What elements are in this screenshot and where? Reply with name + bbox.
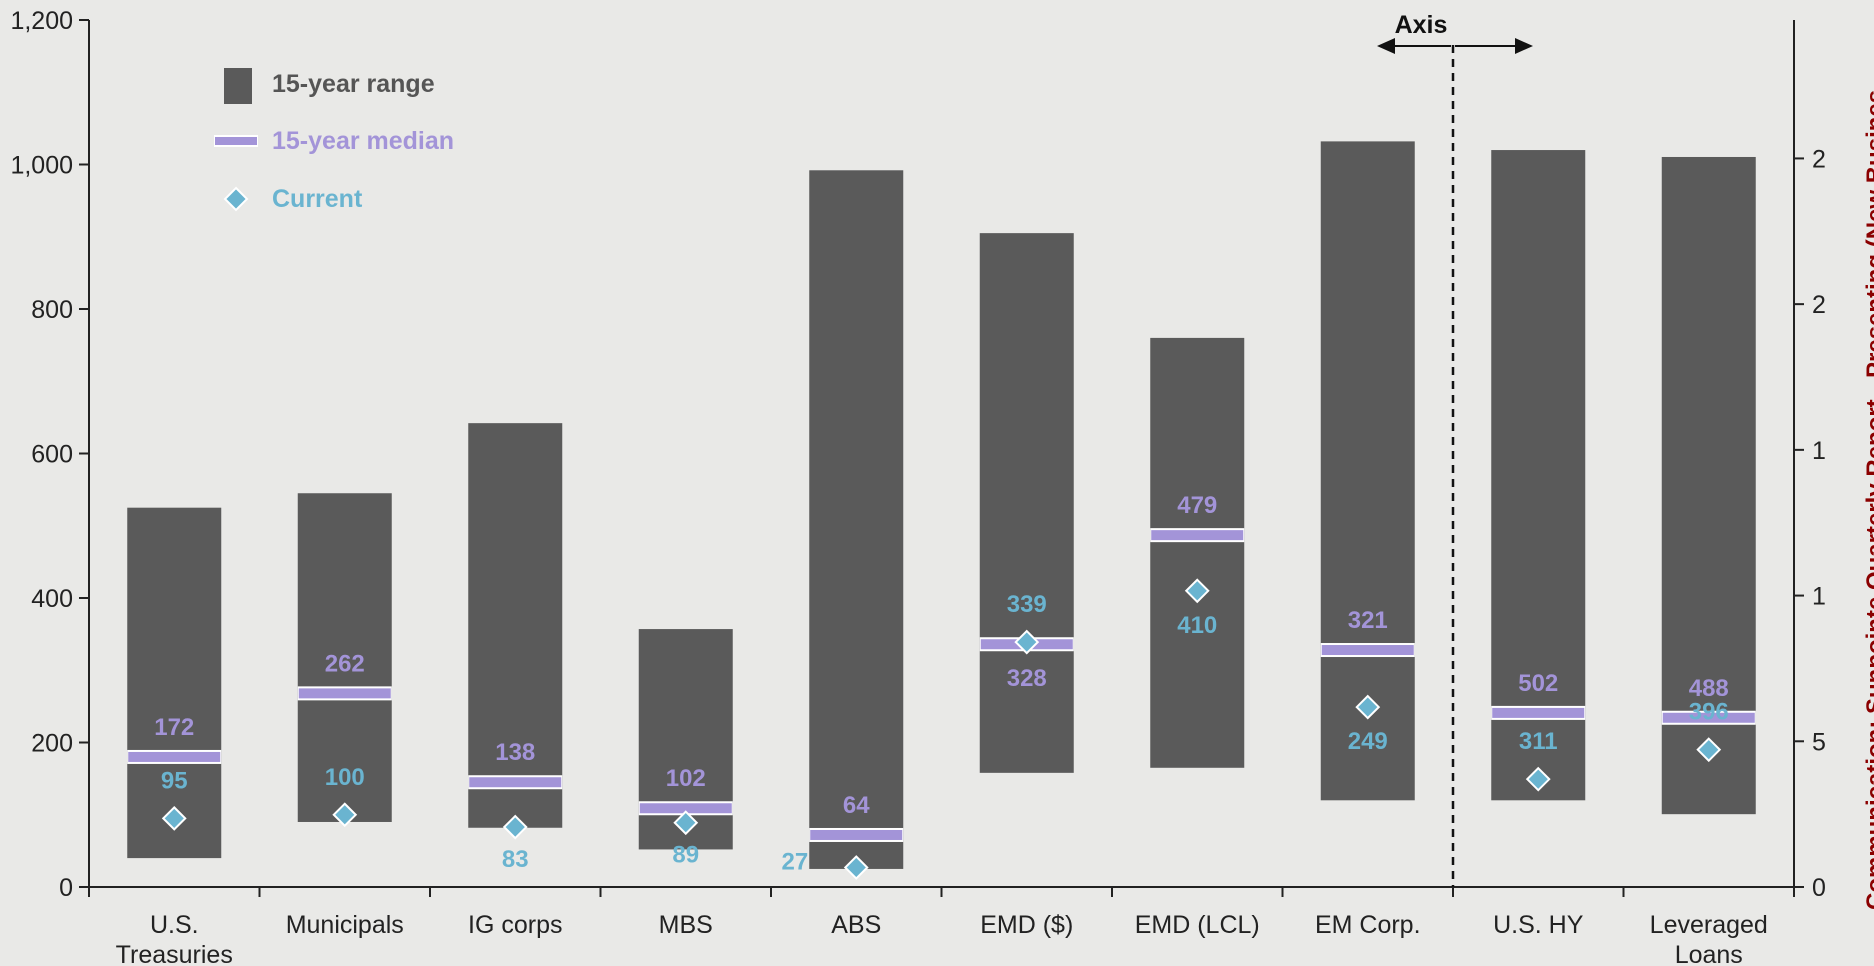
category-label: Municipals: [286, 911, 404, 939]
left-tick-label: 400: [31, 585, 73, 613]
category-label: EMD (LCL): [1135, 911, 1260, 939]
legend-range-swatch: [224, 68, 252, 104]
current-value-label: 89: [672, 842, 699, 869]
axis-annotation-label: Axis: [1395, 11, 1448, 39]
left-tick-label: 200: [31, 730, 73, 758]
axis-arrow-right-head: [1515, 38, 1533, 54]
category-label: EMD ($): [980, 911, 1073, 939]
range-bar: [468, 423, 563, 828]
current-value-label: 95: [161, 767, 188, 794]
right-tick-label: 0: [1812, 874, 1826, 902]
legend-current-swatch: [223, 186, 249, 212]
right-tick-label: 1: [1812, 437, 1826, 465]
current-value-label: 410: [1177, 612, 1217, 639]
median-mark: [298, 688, 391, 699]
legend-range-label: 15-year range: [272, 70, 435, 98]
median-value-label: 262: [325, 650, 365, 677]
axis-arrow-left-head: [1377, 38, 1395, 54]
median-mark: [1492, 707, 1585, 718]
category-label: MBS: [659, 911, 713, 939]
median-value-label: 479: [1177, 492, 1217, 519]
current-marker: [1525, 766, 1551, 792]
current-value-label: 100: [325, 764, 365, 791]
left-tick-label: 0: [59, 874, 73, 902]
legend-median-label: 15-year median: [272, 127, 454, 155]
range-bar: [297, 493, 392, 822]
median-mark: [128, 751, 221, 762]
left-tick-label: 600: [31, 441, 73, 469]
current-marker: [673, 810, 699, 836]
current-marker: [843, 855, 869, 880]
median-mark: [1151, 530, 1244, 541]
median-mark: [469, 777, 562, 788]
left-tick-label: 1,000: [10, 152, 73, 180]
right-tick-label: 2: [1812, 145, 1826, 173]
category-label: IG corps: [468, 911, 562, 939]
category-label: Treasuries: [116, 941, 233, 966]
median-value-label: 321: [1348, 607, 1388, 634]
range-bar: [1150, 337, 1245, 768]
right-tick-label: 2: [1812, 291, 1826, 319]
current-value-label: 339: [1007, 591, 1047, 618]
median-value-label: 64: [843, 792, 870, 819]
current-value-label: 249: [1348, 728, 1388, 755]
current-value-label: 311: [1519, 728, 1558, 755]
left-tick-label: 1,200: [10, 7, 73, 35]
range-bar: [1661, 156, 1756, 815]
category-label: Leveraged: [1650, 911, 1768, 939]
current-marker: [1696, 737, 1722, 763]
current-marker: [332, 802, 358, 828]
category-label: U.S. HY: [1493, 911, 1584, 939]
current-marker: [161, 805, 187, 831]
median-value-label: 328: [1007, 665, 1047, 692]
category-label: Loans: [1675, 941, 1743, 966]
range-bar: [127, 507, 222, 859]
median-mark: [1321, 645, 1414, 656]
current-marker: [1355, 694, 1381, 720]
median-mark: [810, 829, 903, 840]
right-tick-label: 1: [1812, 583, 1826, 611]
median-mark: [639, 803, 732, 814]
range-bar: [979, 233, 1074, 773]
current-marker: [1014, 629, 1040, 655]
median-value-label: 488: [1689, 675, 1729, 702]
left-tick-label: 800: [31, 296, 73, 324]
category-label: EM Corp.: [1315, 911, 1421, 939]
current-value-label: 396: [1689, 699, 1729, 726]
category-label: U.S.: [150, 911, 199, 939]
current-value-label: 27: [782, 848, 809, 875]
legend-median-swatch: [215, 137, 257, 145]
median-mark: [1662, 712, 1755, 723]
current-marker: [1184, 578, 1210, 604]
median-value-label: 502: [1518, 670, 1558, 697]
legend-current-label: Current: [272, 185, 363, 213]
category-label: ABS: [831, 911, 881, 939]
current-value-label: 83: [502, 846, 529, 873]
range-bar: [1491, 150, 1586, 801]
range-bar: [1320, 141, 1415, 801]
range-bar: [809, 170, 904, 869]
side-note: Communication: Sunpointe Quarterly Repor…: [1862, 89, 1874, 910]
median-value-label: 102: [666, 765, 706, 792]
median-value-label: 138: [495, 739, 535, 766]
median-value-label: 172: [154, 714, 194, 741]
current-marker: [502, 814, 528, 840]
right-tick-label: 5: [1812, 728, 1826, 756]
